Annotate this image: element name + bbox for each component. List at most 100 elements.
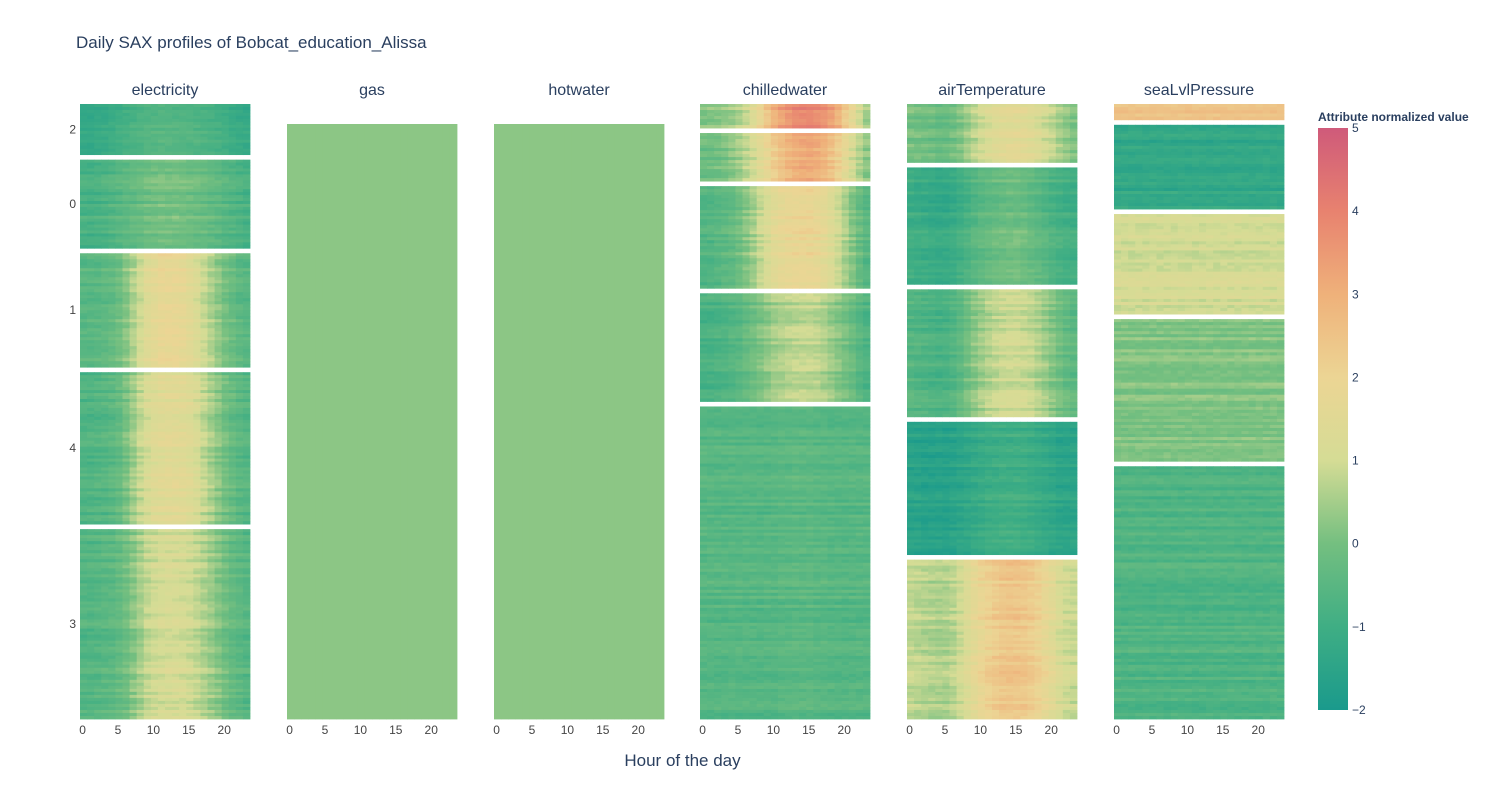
heatmap-cell: [172, 476, 179, 479]
heatmap-cell: [243, 364, 250, 367]
heatmap-cell: [158, 375, 165, 378]
heatmap-cell: [544, 124, 551, 719]
heatmap-cell: [179, 713, 186, 716]
heatmap-cell: [215, 408, 222, 411]
heatmap-cell: [186, 343, 193, 346]
heatmap-cell: [172, 647, 179, 650]
heatmap-cell: [172, 485, 179, 488]
heatmap-cell: [115, 408, 122, 411]
heatmap-cell: [806, 119, 813, 122]
heatmap-cell: [151, 295, 158, 298]
heatmap-cell: [186, 113, 193, 116]
heatmap-cell: [115, 506, 122, 509]
heatmap-cell: [94, 259, 101, 262]
heatmap-cell: [87, 665, 94, 668]
heatmap-cell: [151, 411, 158, 414]
heatmap-cell: [80, 518, 87, 521]
heatmap-cell: [508, 124, 515, 719]
heatmap-cell: [144, 259, 151, 262]
heatmap-cell: [229, 512, 236, 515]
heatmap-cell: [172, 459, 179, 462]
heatmap-cell: [130, 698, 137, 701]
heatmap-cell: [144, 134, 151, 137]
heatmap-cell: [172, 568, 179, 571]
heatmap-cell: [222, 626, 229, 629]
heatmap-cell: [123, 459, 130, 462]
heatmap-cell: [151, 372, 158, 375]
heatmap-cell: [123, 435, 130, 438]
heatmap-cell: [144, 189, 151, 192]
heatmap-cell: [87, 378, 94, 381]
heatmap-cell: [186, 146, 193, 149]
heatmap-cell: [208, 372, 215, 375]
heatmap-cell: [236, 274, 243, 277]
heatmap-cell: [137, 692, 144, 695]
heatmap-cell: [728, 119, 735, 122]
heatmap-cell: [123, 559, 130, 562]
heatmap-cell: [215, 325, 222, 328]
heatmap-cell: [108, 186, 115, 189]
heatmap-cell: [87, 152, 94, 155]
heatmap-cell: [229, 503, 236, 506]
heatmap-cell: [144, 316, 151, 319]
heatmap-cell: [151, 216, 158, 219]
heatmap-cell: [186, 390, 193, 393]
heatmap-cell: [236, 239, 243, 242]
heatmap-cell: [222, 387, 229, 390]
heatmap-cell: [222, 462, 229, 465]
heatmap-cell: [130, 396, 137, 399]
heatmap-cell: [158, 390, 165, 393]
heatmap-cell: [108, 242, 115, 245]
heatmap-cell: [94, 163, 101, 166]
heatmap-cell: [243, 482, 250, 485]
heatmap-cell: [208, 242, 215, 245]
heatmap-cell: [179, 177, 186, 180]
heatmap-cell: [115, 201, 122, 204]
heatmap-cell: [193, 614, 200, 617]
heatmap-cell: [137, 137, 144, 140]
heatmap-cell: [186, 704, 193, 707]
heatmap-cell: [208, 515, 215, 518]
heatmap-cell: [158, 595, 165, 598]
heatmap-cell: [108, 620, 115, 623]
heatmap-cell: [243, 163, 250, 166]
heatmap-cell: [101, 292, 108, 295]
heatmap-cell: [179, 134, 186, 137]
heatmap-cell: [229, 589, 236, 592]
heatmap-cell: [130, 216, 137, 219]
heatmap-cell: [236, 532, 243, 535]
heatmap-cell: [222, 166, 229, 169]
heatmap-cell: [200, 532, 207, 535]
heatmap-cell: [236, 701, 243, 704]
heatmap-cell: [172, 137, 179, 140]
heatmap-cell: [243, 113, 250, 116]
heatmap-cell: [137, 166, 144, 169]
heatmap-cell: [229, 328, 236, 331]
heatmap-cell: [229, 143, 236, 146]
heatmap-cell: [208, 328, 215, 331]
heatmap-cell: [200, 140, 207, 143]
heatmap-cell: [87, 358, 94, 361]
heatmap-cell: [243, 222, 250, 225]
heatmap-cell: [565, 124, 572, 719]
heatmap-cell: [179, 149, 186, 152]
heatmap-cell: [115, 134, 122, 137]
heatmap-cell: [208, 343, 215, 346]
heatmap-cell: [222, 547, 229, 550]
heatmap-cell: [165, 231, 172, 234]
heatmap-cell: [236, 131, 243, 134]
heatmap-cell: [115, 107, 122, 110]
heatmap-cell: [186, 174, 193, 177]
heatmap-cell: [144, 402, 151, 405]
heatmap-cell: [193, 210, 200, 213]
heatmap-cell: [108, 607, 115, 610]
heatmap-cell: [151, 518, 158, 521]
heatmap-cell: [80, 256, 87, 259]
heatmap-cell: [208, 289, 215, 292]
heatmap-cell: [208, 134, 215, 137]
heatmap-cell: [101, 592, 108, 595]
heatmap-cell: [144, 245, 151, 248]
heatmap-cell: [193, 668, 200, 671]
heatmap-cell: [101, 104, 108, 107]
heatmap-cell: [229, 259, 236, 262]
